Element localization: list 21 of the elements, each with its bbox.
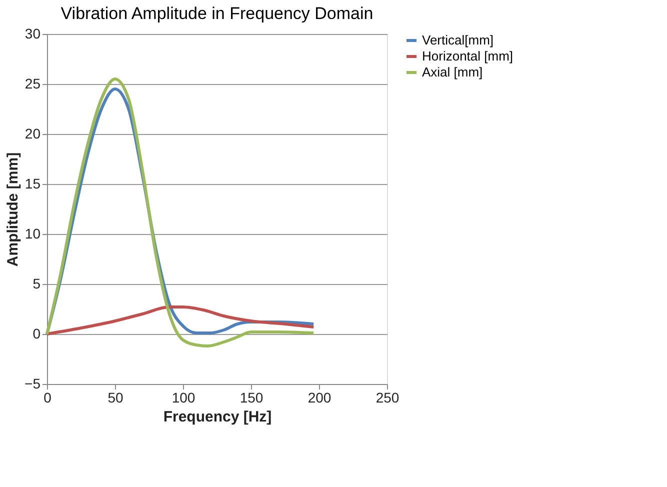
legend-label: Vertical[mm] bbox=[422, 32, 494, 48]
legend-label: Axial [mm] bbox=[422, 64, 483, 80]
y-tick-label: 0 bbox=[32, 326, 41, 342]
y-tick-label: −5 bbox=[24, 376, 41, 392]
y-tick-label: 30 bbox=[24, 26, 41, 42]
x-tick-label: 250 bbox=[376, 390, 400, 406]
x-tick-label: 0 bbox=[44, 390, 52, 406]
x-tick-label: 200 bbox=[308, 390, 332, 406]
x-tick-label: 50 bbox=[108, 390, 124, 406]
y-axis-title: Amplitude [mm] bbox=[4, 152, 22, 267]
chart-title: Vibration Amplitude in Frequency Domain bbox=[60, 4, 374, 23]
y-tick-label: 15 bbox=[24, 176, 41, 192]
y-tick-label: 5 bbox=[32, 276, 41, 292]
y-tick-label: 25 bbox=[24, 76, 41, 92]
y-tick-label: 10 bbox=[24, 226, 41, 242]
x-tick-label: 100 bbox=[172, 390, 196, 406]
line-series bbox=[46, 306, 316, 336]
x-axis-title: Frequency [Hz] bbox=[163, 408, 272, 426]
legend-label: Horizontal [mm] bbox=[422, 48, 514, 64]
x-tick-label: 150 bbox=[240, 390, 264, 406]
y-tick-label: 20 bbox=[24, 126, 41, 142]
